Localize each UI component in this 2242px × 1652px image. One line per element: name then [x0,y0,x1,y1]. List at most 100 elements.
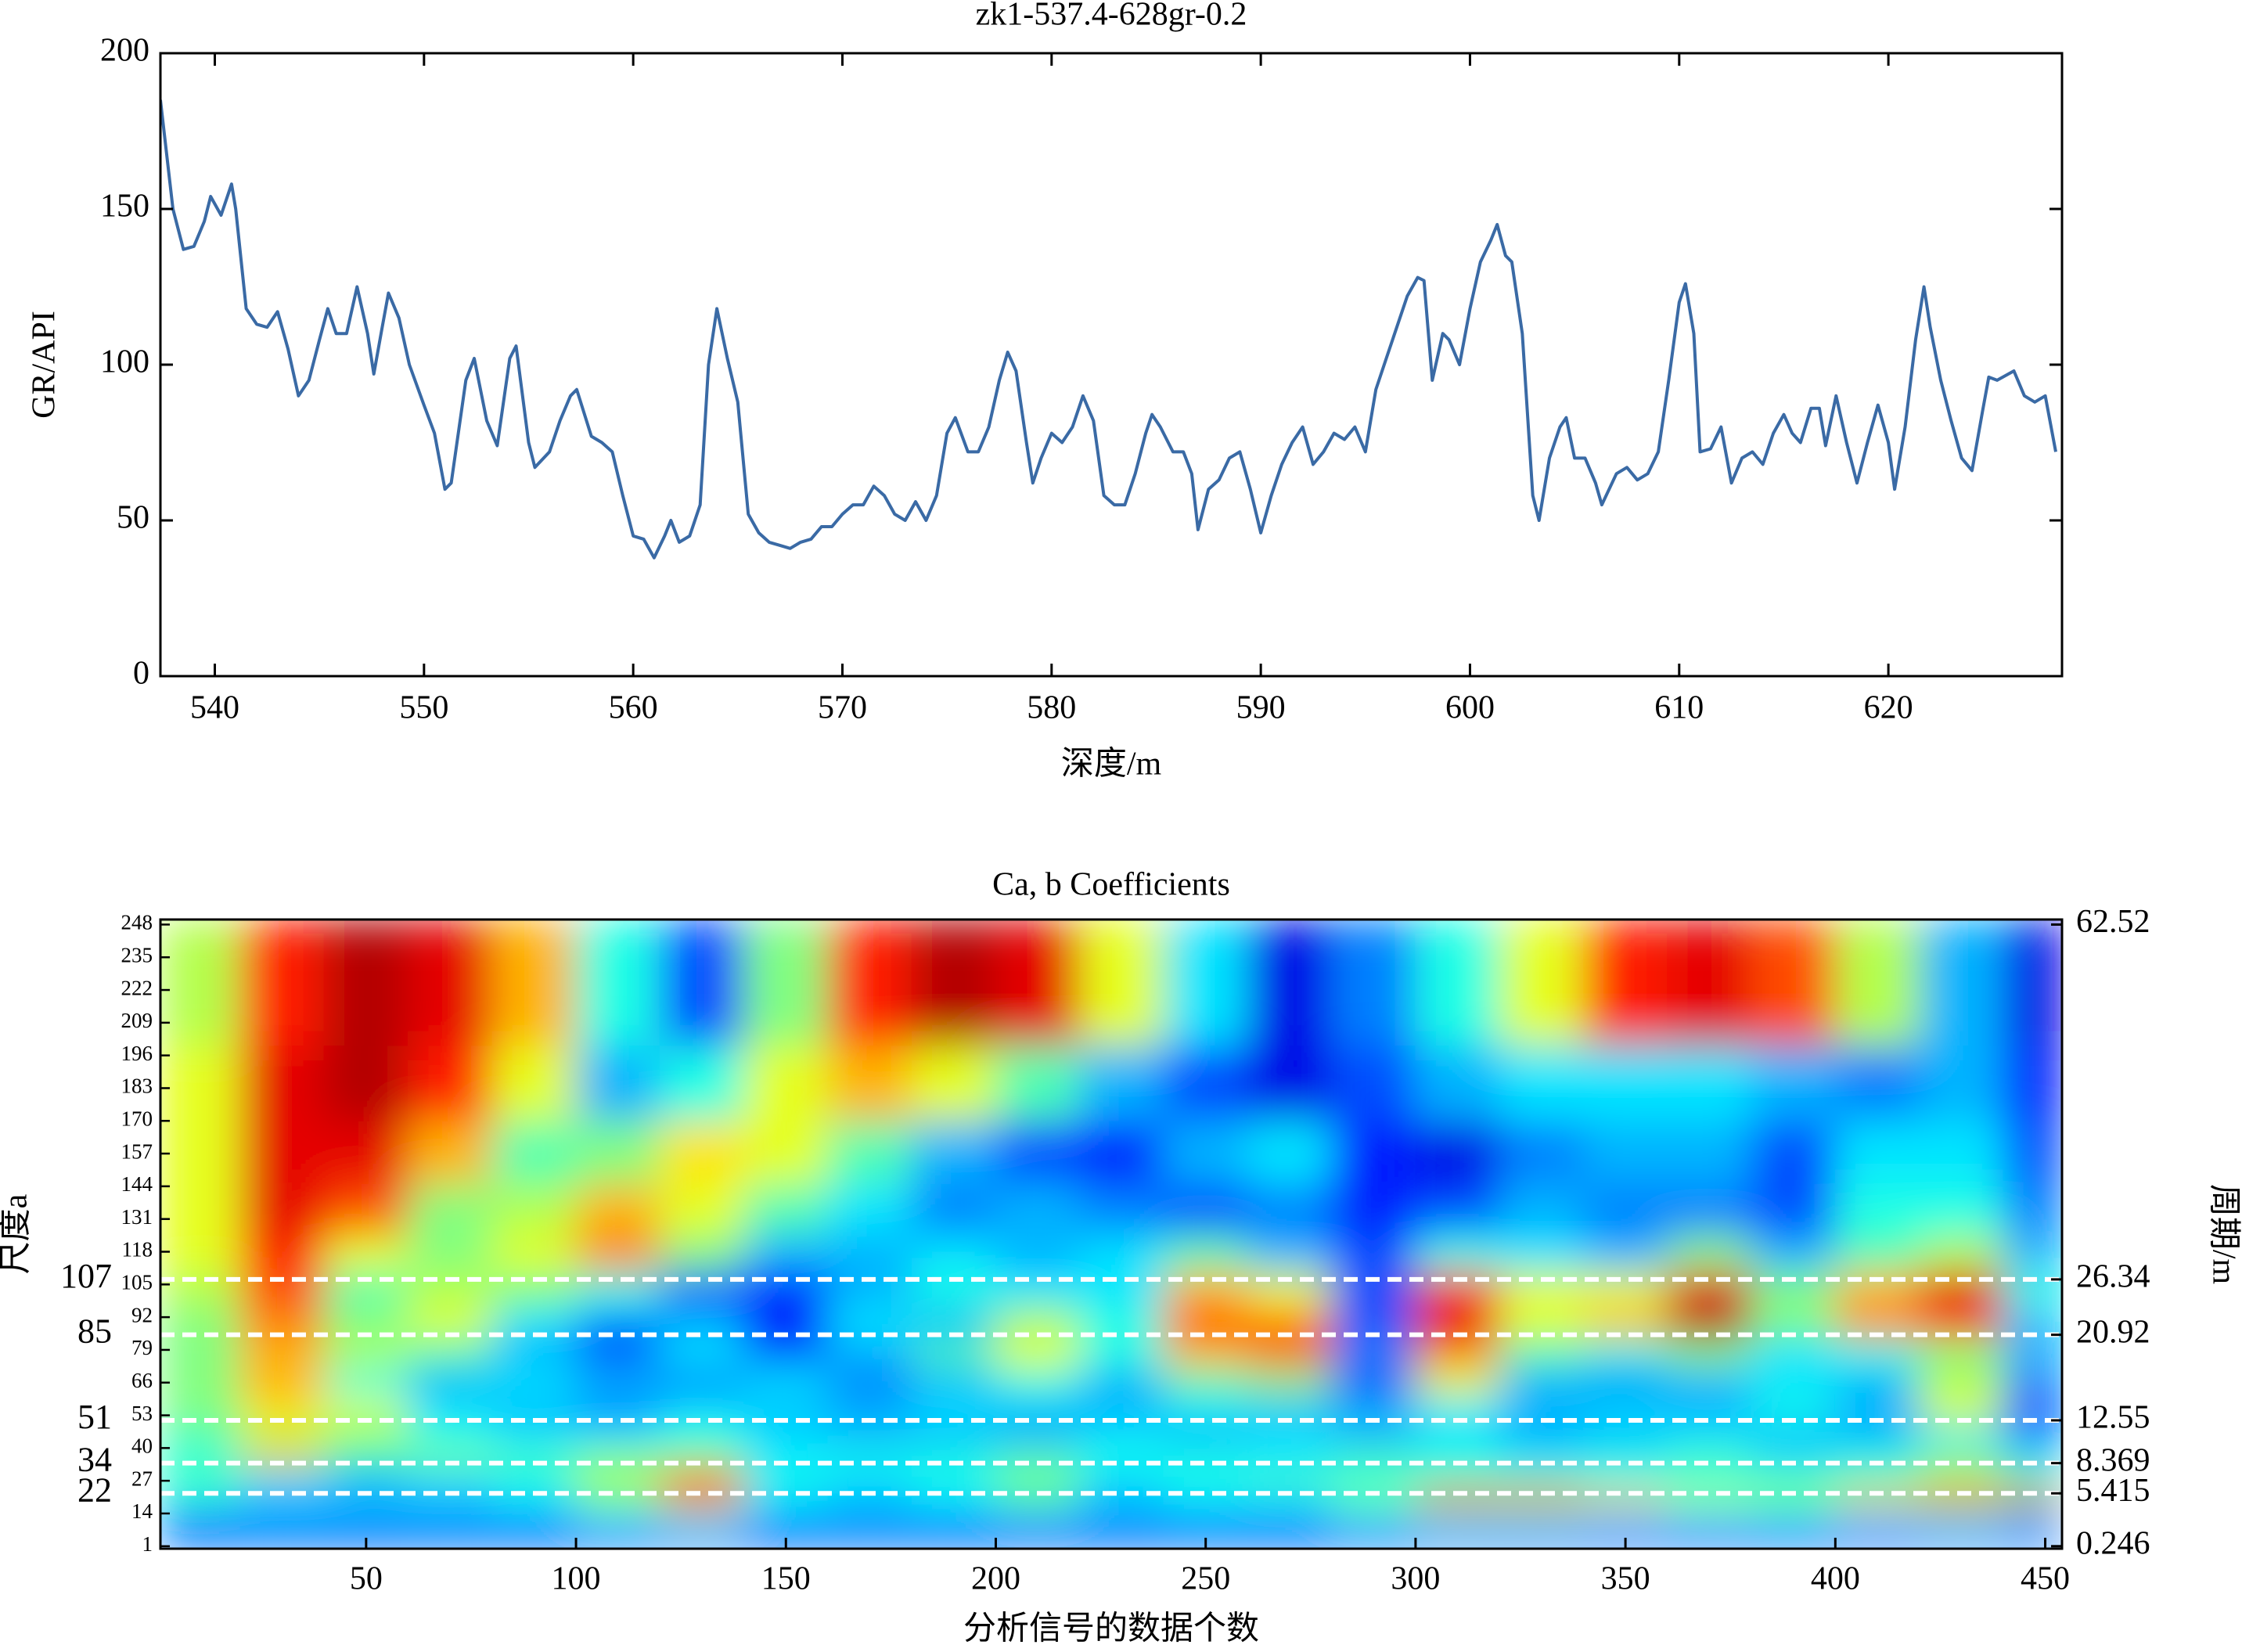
x-tick-label: 250 [1181,1561,1230,1597]
x-tick-label: 100 [552,1561,601,1597]
y2-tick-label: 20.92 [2076,1314,2150,1350]
plot-clip [160,99,2057,560]
heat-cell [1834,920,1920,1046]
heat-cell [1499,1422,1584,1449]
highlight-scale-label: 22 [77,1470,112,1509]
heat-cell [659,1422,745,1449]
y-tick-label: 66 [131,1369,153,1392]
heat-cell [1331,1233,1416,1272]
heat-cell [2003,1183,2062,1235]
heat-cell [659,1183,745,1235]
heat-cell [659,1508,745,1529]
heat-cell [743,1045,829,1121]
heat-cell [743,1271,829,1308]
heat-cell [1751,1422,1836,1449]
heat-cell [995,1508,1081,1529]
heat-cell [407,1120,493,1185]
heat-cell [1331,1271,1416,1308]
heat-cell [1919,1233,2004,1272]
heat-cell [1582,1045,1668,1121]
heat-cell [1582,1508,1668,1529]
heat-cell [575,1337,660,1368]
heat-cell [659,1271,745,1308]
heat-cell [1247,1271,1333,1308]
y-tick-label: 40 [131,1434,153,1458]
heat-cell [239,1337,325,1368]
heat-cell [1919,920,2004,1046]
heat-cell [1247,1366,1333,1398]
cells [160,920,2062,1549]
heat-cell [2003,1271,2062,1308]
heat-cell [1079,1366,1164,1398]
heat-cell [995,1366,1081,1398]
heat-cell [1331,1183,1416,1235]
heat-cell [323,920,408,1046]
heat-cell [1499,1508,1584,1529]
heat-cell [1751,1183,1836,1235]
heat-cell [1331,1508,1416,1529]
heat-cell [995,1467,1081,1489]
heat-cell [1163,1366,1248,1398]
heat-cell [1499,1366,1584,1398]
heat-cell [827,1528,912,1549]
heat-cell [1667,1467,1752,1489]
heat-cell [239,1045,325,1121]
heat-cell [575,1508,660,1529]
heat-cell [160,1467,241,1489]
heat-cell [239,1422,325,1449]
heat-cell [1163,1508,1248,1529]
heat-cell [659,920,745,1046]
heat-cell [1163,1467,1248,1489]
line-chart: zk1-537.4-628gr-0.2 深度/m GR/API 0 50 100 15… [27,0,2064,783]
heat-cell [1834,1337,1920,1368]
heat-cell [659,1045,745,1121]
heat-cell [911,1183,996,1235]
x-tick-label: 580 [1027,690,1076,726]
heat-cell [575,1366,660,1398]
heat-cell [1919,1366,2004,1398]
heat-cell [1079,1508,1164,1529]
heat-cell [659,1366,745,1398]
heat-cell [1415,1366,1500,1398]
heat-cell [1247,1528,1333,1549]
heat-cell [323,1508,408,1529]
x-tick-label: 600 [1445,690,1495,726]
heat-cell [1415,1271,1500,1308]
heat-cell [1079,1337,1164,1368]
heat-cell [1079,1045,1164,1121]
heat-cell [911,1233,996,1272]
heat-cell [323,1467,408,1489]
heat-cell [1582,1233,1668,1272]
y-tick-label: 92 [131,1303,153,1326]
heat-cell [1331,1120,1416,1185]
x-tick-label: 560 [609,690,658,726]
heat-cell [743,1233,829,1272]
heat-cell [1667,1508,1752,1529]
heat-cell [1079,1467,1164,1489]
heat-cell [1415,1120,1500,1185]
heat-cell [911,1120,996,1185]
heat-cell [1163,1045,1248,1121]
heat-cell [575,1183,660,1235]
heat-cell [2003,1366,2062,1398]
heat-cell [911,1467,996,1489]
x-tick-label: 570 [818,690,867,726]
heat-cell [1415,1045,1500,1121]
heat-cell [160,1528,241,1549]
heat-cell [1163,1183,1248,1235]
heat-cell [1667,1422,1752,1449]
heat-cell [827,1337,912,1368]
x-tick-label: 200 [971,1561,1020,1597]
heat-cell [491,1271,577,1308]
heat-cell [1667,920,1752,1046]
highlight-scale-label: 51 [77,1398,112,1436]
heat-cell [1582,1271,1668,1308]
heat-cell [575,1271,660,1308]
heat-cell [1667,1337,1752,1368]
y2-tick-label: 5.415 [2076,1473,2150,1509]
y2-tick-label: 26.34 [2076,1259,2150,1295]
heat-cell [1499,920,1584,1046]
heat-cell [1415,1183,1500,1235]
